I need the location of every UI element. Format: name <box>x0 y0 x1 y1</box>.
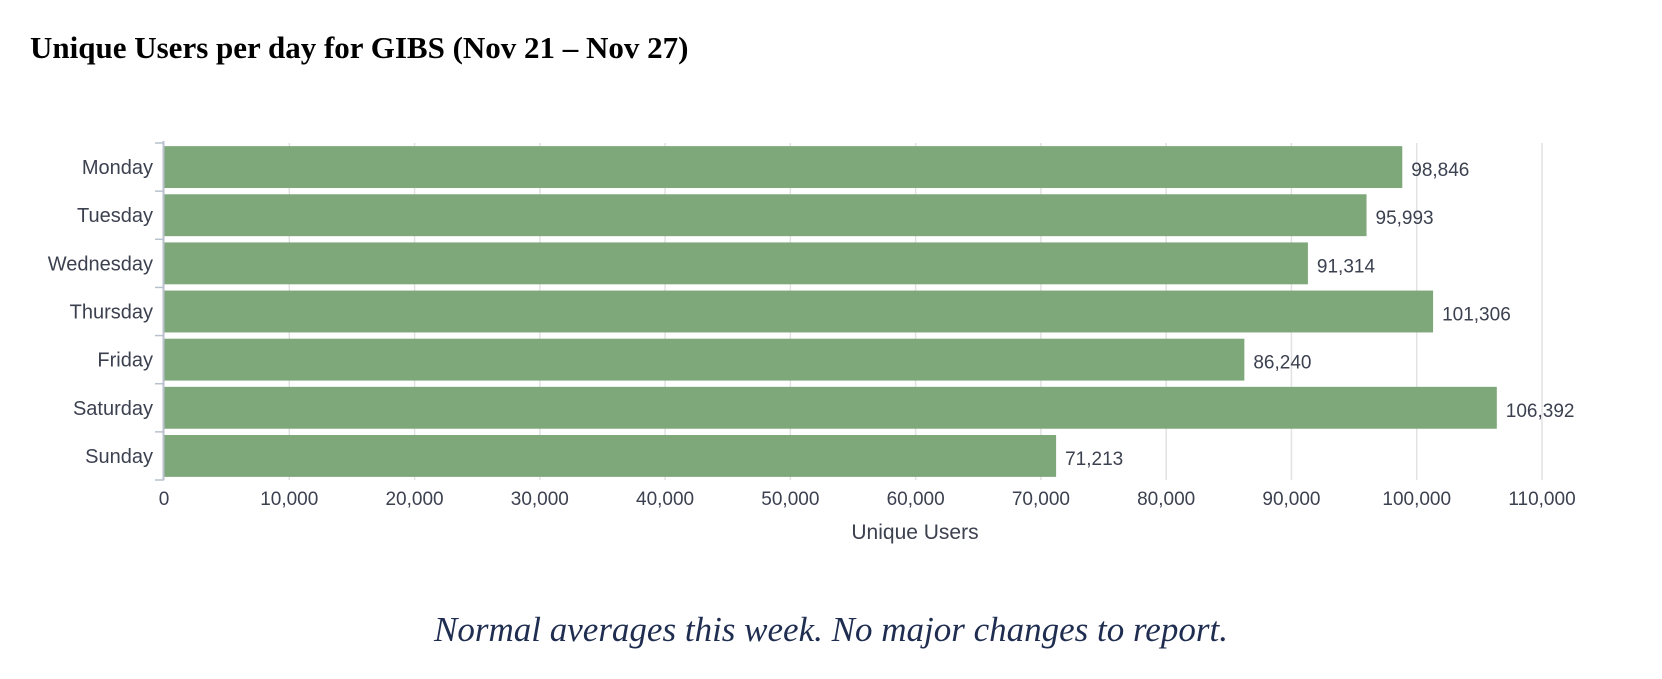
x-tick-label: 50,000 <box>761 489 819 510</box>
x-tick-label: 30,000 <box>511 489 569 510</box>
category-label: Friday <box>97 350 153 372</box>
x-tick-label: 10,000 <box>260 489 318 510</box>
x-tick-label: 100,000 <box>1382 489 1451 510</box>
category-label: Saturday <box>73 398 153 420</box>
footer-note: Normal averages this week. No major chan… <box>434 610 1228 649</box>
value-label: 95,993 <box>1376 208 1434 229</box>
x-axis: 0 10,000 20,000 30,000 40,000 50,000 60,000 70,… <box>159 489 1576 510</box>
x-tick-label: 40,000 <box>636 489 694 510</box>
category-label: Tuesday <box>77 205 153 227</box>
x-tick-label: 60,000 <box>887 489 945 510</box>
y-axis: Monday Tuesday Wednesday Thursday Friday Satu… <box>48 141 165 481</box>
bar <box>164 290 1434 333</box>
bar <box>164 194 1367 237</box>
x-tick-label: 20,000 <box>385 489 443 510</box>
value-label: 71,213 <box>1065 449 1123 470</box>
x-tick-label: 110,000 <box>1508 489 1575 510</box>
category-label: Thursday <box>70 302 153 324</box>
bar-chart: 98,846 95,993 91,314 101,306 86,240 106,392 71… <box>48 141 1576 544</box>
category-label: Monday <box>82 157 153 179</box>
bar <box>164 386 1497 429</box>
x-tick-label: 0 <box>159 489 170 510</box>
value-labels: 98,846 95,993 91,314 101,306 86,240 106,392 71… <box>1065 160 1574 470</box>
bar <box>164 146 1403 189</box>
category-label: Sunday <box>85 446 153 468</box>
x-tick-label: 90,000 <box>1262 489 1320 510</box>
page-title: Unique Users per day for GIBS (Nov 21 – … <box>30 30 689 65</box>
bars <box>164 146 1497 477</box>
x-axis-title: Unique Users <box>851 521 978 544</box>
category-label: Wednesday <box>48 253 153 275</box>
value-label: 98,846 <box>1411 160 1469 181</box>
bar <box>164 434 1057 477</box>
value-label: 101,306 <box>1442 305 1511 326</box>
bar <box>164 338 1245 381</box>
value-label: 86,240 <box>1253 353 1311 374</box>
value-label: 106,392 <box>1506 401 1575 422</box>
x-tick-label: 80,000 <box>1137 489 1195 510</box>
bar <box>164 242 1308 285</box>
x-tick-label: 70,000 <box>1012 489 1070 510</box>
value-label: 91,314 <box>1317 256 1376 277</box>
